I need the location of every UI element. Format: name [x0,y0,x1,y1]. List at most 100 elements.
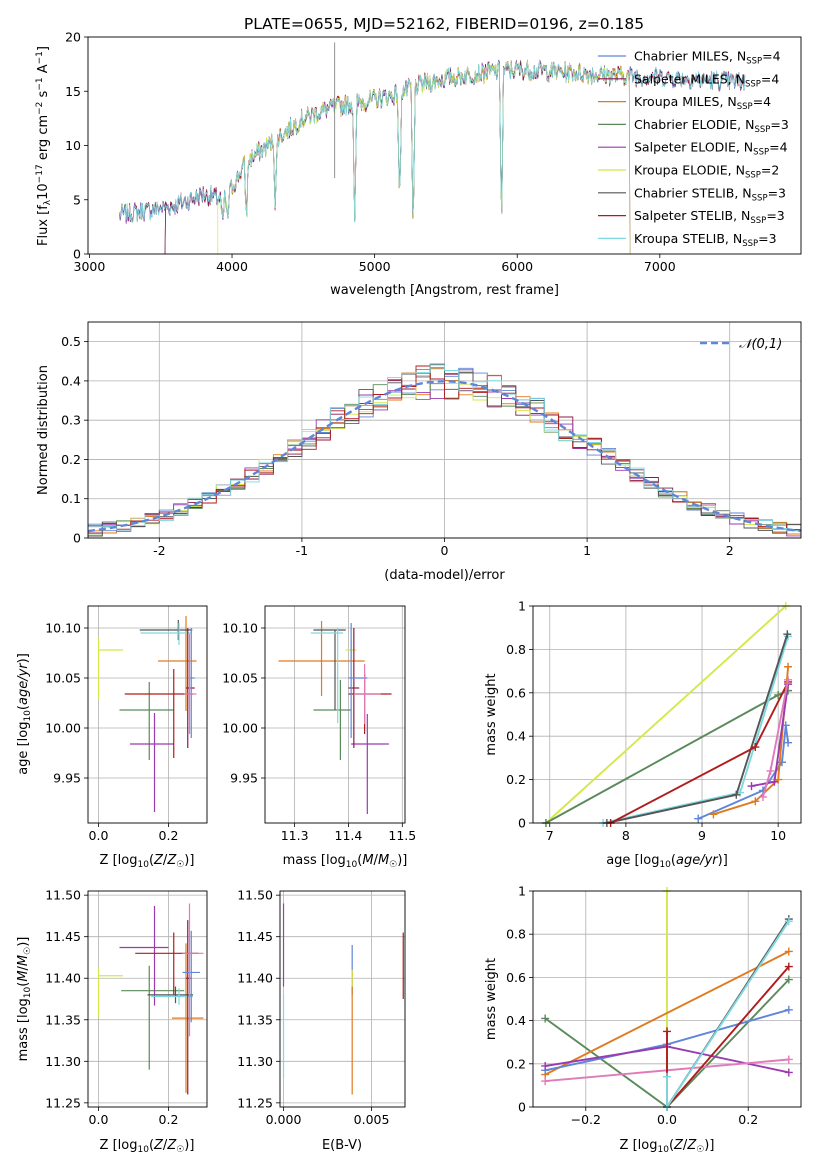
weight-marker [784,738,793,747]
y-tick-label: 10.05 [45,671,81,686]
y-tick-label: 0.8 [506,642,526,657]
x-tick-label: 5000 [359,259,391,274]
spectrum-line [119,59,746,224]
y-tick-label: 10.00 [222,721,258,736]
plot-frame [87,36,802,255]
y-tick-label: 1 [518,599,526,614]
mass-vs-extinction-panel: 0.000 0.005 11.25 11.30 11.35 11.40 11.45 11.50… [237,888,406,1153]
x-tick-label: 7000 [644,259,676,274]
y-tick-label: 15 [65,84,81,99]
legend-label: 𝒩(0,1) [739,337,782,352]
x-tick-label: 4000 [216,259,248,274]
y-axis-label: mass weight [484,958,499,1040]
y-tick-label: 11.50 [237,888,273,903]
weight-marker [751,797,760,806]
plot-frame [87,605,208,824]
plot-frame [279,890,406,1108]
x-tick-label: 11.3 [281,828,309,843]
spectrum-line [119,59,631,254]
weight-marker [751,743,760,752]
y-tick-label: 0 [73,247,81,262]
x-axis-label: age [log10(age/yr)] [606,853,728,870]
y-tick-label: 0.5 [61,334,81,349]
x-tick-label: -1 [296,543,308,558]
y-tick-label: 0.6 [506,970,526,985]
y-tick-label: 11.25 [237,1095,273,1110]
weight-marker [541,1014,550,1023]
x-tick-label: 0.2 [159,828,179,843]
y-tick-label: 0.4 [506,729,526,744]
weight-marker [709,810,718,819]
y-tick-label: 0.8 [506,927,526,942]
y-tick-label: 0.1 [61,491,81,506]
x-tick-label: 3000 [74,259,106,274]
x-tick-label: 1 [583,543,591,558]
y-tick-label: 11.40 [45,971,81,986]
age-vs-mass-panel: 11.3 11.4 11.5 9.95 10.00 10.05 10.10 mass [log… [222,605,416,870]
legend-label: Salpeter ELODIE, NSSP=4 [634,140,788,158]
y-tick-label: 0 [518,1100,526,1115]
x-tick-label: 0.005 [354,1112,390,1127]
weight-marker [732,790,741,799]
weight-line [545,605,787,824]
x-tick-label: 11.4 [335,828,363,843]
y-tick-label: 9.95 [230,771,258,786]
y-tick-label: 11.30 [45,1054,81,1069]
spectrum-line [217,60,631,254]
x-axis-label: Z [log10(Z/Z☉)] [620,1138,715,1155]
weight-marker [770,777,779,786]
x-tick-label: 8 [622,828,630,843]
weight-marker [541,1061,550,1070]
weight-line [602,636,790,824]
residuals-panel: -2 -1 0 1 2 0 0.1 0.2 0.3 0.4 0.5 𝒩(0,1) (data-model… [36,321,802,583]
weight-vs-metallicity-panel: −0.2 0.0 0.2 0 0.2 0.4 0.6 0.8 1 mass weight Z [lo… [484,884,802,1155]
figure-title: PLATE=0655, MJD=52162, FIBERID=0196, z=0… [244,15,644,33]
spectrum-line [164,60,631,254]
y-tick-label: 10.00 [45,721,81,736]
plot-frame [264,605,406,824]
y-tick-label: 10.05 [222,671,258,686]
x-tick-label: 0.0 [657,1112,677,1127]
y-tick-label: 0.2 [506,772,526,787]
x-tick-label: 9 [698,828,706,843]
y-tick-label: 0.4 [61,373,81,388]
weight-marker [784,662,793,671]
weight-marker [766,766,775,775]
x-tick-label: 7 [546,828,554,843]
y-tick-label: 0.2 [61,452,81,467]
weight-marker [784,947,793,956]
weight-marker [747,782,756,791]
x-axis-label: wavelength [Angstrom, rest frame] [330,283,559,298]
legend-label: Chabrier MILES, NSSP=4 [634,49,781,67]
y-tick-label: 10 [65,138,81,153]
x-axis-label: Z [log10(Z/Z☉)] [100,1138,195,1155]
y-axis-label: mass [log10(M/M☉)] [16,937,33,1062]
y-axis-label: Normed distribution [36,365,51,495]
weight-line [666,965,790,1110]
mass-vs-metallicity-panel: 0.0 0.2 11.25 11.30 11.35 11.40 11.45 11.50 Z [l… [16,888,208,1155]
y-axis-label: mass weight [484,673,499,755]
weight-marker [784,962,793,971]
weight-marker [784,675,793,684]
weight-marker [783,630,792,639]
x-tick-label: 10 [770,828,786,843]
y-tick-label: 11.35 [45,1012,81,1027]
age-vs-metallicity-panel: 0.0 0.2 9.95 10.00 10.05 10.10 Z [log10(Z/Z☉)]… [16,605,208,870]
x-axis-label: mass [log10(M/M☉)] [283,853,408,870]
y-tick-label: 11.40 [237,971,273,986]
y-tick-label: 0 [73,531,81,546]
y-tick-label: 11.30 [237,1054,273,1069]
legend-label: Salpeter STELIB, NSSP=3 [634,208,785,226]
plot-frame [532,890,802,1108]
x-tick-label: 0.0 [89,828,109,843]
y-tick-label: 11.50 [45,888,81,903]
x-axis-label: (data-model)/error [384,568,505,583]
legend-label: Salpeter MILES, NSSP=4 [634,71,779,89]
y-tick-label: 11.45 [45,929,81,944]
y-tick-label: 11.35 [237,1012,273,1027]
weight-line [544,950,790,1076]
weight-marker [784,1068,793,1077]
y-tick-label: 11.45 [237,929,273,944]
plot-frame [87,890,208,1108]
